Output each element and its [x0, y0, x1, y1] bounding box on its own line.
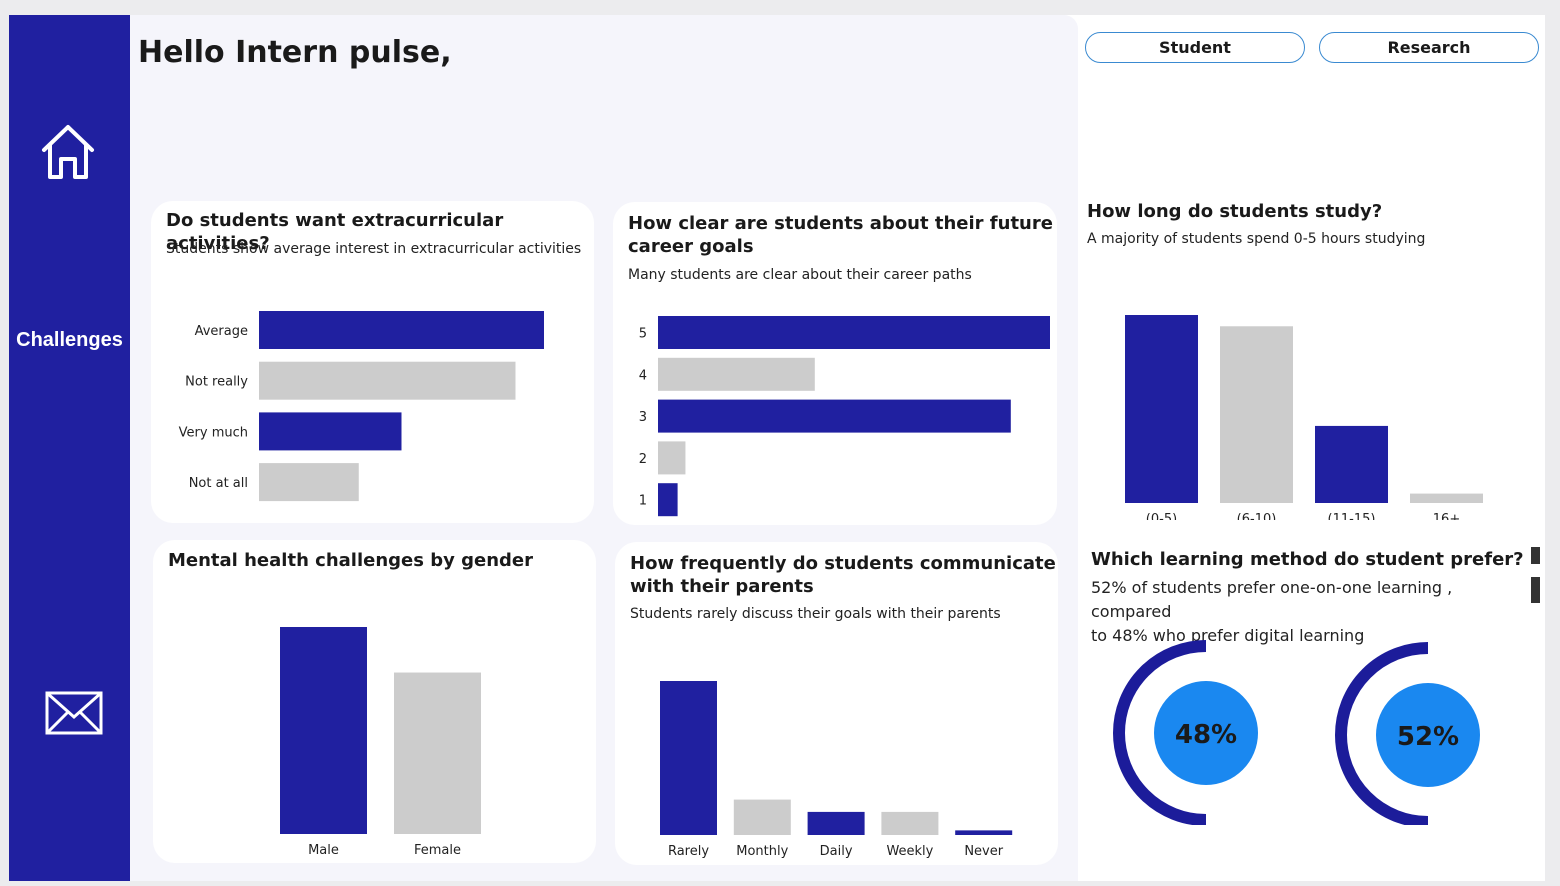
sidebar: Challenges: [9, 15, 130, 881]
bar: [658, 357, 815, 391]
tick-label: 4: [639, 368, 647, 383]
learning-subtitle-line2: to 48% who prefer digital learning: [1091, 626, 1365, 645]
card-subtitle: Students show average interest in extrac…: [166, 241, 582, 257]
card-title: How clear are students about their futur…: [628, 212, 1053, 258]
card-title-line1: How clear are students about their futur…: [628, 213, 1053, 234]
scroll-marker-top[interactable]: [1531, 547, 1540, 564]
bar: [259, 463, 359, 502]
learning-subtitle-line1: 52% of students prefer one-on-one learni…: [1091, 578, 1453, 621]
tick-label: Weekly: [886, 844, 933, 859]
tick-label: (0-5): [1146, 512, 1177, 520]
card-parent-communication: How frequently do students communicate w…: [615, 542, 1058, 865]
tick-label: Daily: [820, 844, 853, 859]
learning-title: Which learning method do student prefer?: [1091, 549, 1524, 570]
study-subtitle: A majority of students spend 0-5 hours s…: [1087, 231, 1426, 247]
bar: [955, 830, 1013, 835]
chart-parent-communication: Rarely Monthly Daily Weekly Never: [660, 681, 1013, 859]
gauge-arc: [1113, 640, 1207, 825]
tick-label: Monthly: [736, 844, 788, 859]
scroll-marker-bottom[interactable]: [1531, 577, 1540, 603]
tick-label: Not at all: [189, 476, 248, 491]
card-title-line2: with their parents: [630, 576, 814, 597]
bar: [394, 672, 481, 834]
bar: [1220, 326, 1293, 503]
bar: [1315, 425, 1388, 503]
chart-career: 5 4 3 2 1: [639, 316, 1050, 517]
tick-label: Never: [964, 844, 1003, 859]
bar: [733, 799, 791, 835]
study-title: How long do students study?: [1087, 201, 1383, 222]
dashboard-frame: Challenges Hello Intern pulse, Student R…: [9, 15, 1545, 881]
gauge-value: 48%: [1175, 720, 1237, 750]
chart-mental-health: Male Female: [280, 627, 481, 858]
chart-learning-method: 48% 52%: [1113, 640, 1480, 825]
tick-label: Female: [414, 843, 461, 858]
bar: [259, 361, 516, 400]
nav-item-challenges[interactable]: Challenges: [16, 329, 123, 351]
bar: [658, 316, 1050, 349]
gauge-center: [1376, 683, 1480, 787]
tick-label: 16+: [1433, 512, 1460, 520]
bar: [660, 681, 717, 835]
card-extracurricular: Do students want extracurricular activit…: [151, 201, 594, 523]
bar: [1125, 315, 1198, 503]
tick-label: 2: [639, 452, 647, 467]
tick-label: 5: [639, 327, 647, 342]
tick-label: Average: [195, 324, 248, 339]
gauge-arc: [1335, 642, 1429, 825]
chart-study-hours: (0-5) (6-10) (11-15) 16+: [1125, 315, 1483, 520]
tick-label: 1: [639, 494, 647, 509]
card-subtitle: Many students are clear about their care…: [628, 267, 972, 283]
learning-subtitle: 52% of students prefer one-on-one learni…: [1091, 576, 1531, 648]
card-title: Do students want extracurricular activit…: [166, 210, 504, 254]
card-title-line2: career goals: [628, 236, 754, 257]
bar: [658, 399, 1011, 433]
card-title: How frequently do students communicate w…: [630, 552, 1056, 598]
mail-icon[interactable]: [45, 691, 103, 735]
bar: [259, 412, 402, 451]
card-title: Mental health challenges by gender: [168, 550, 533, 571]
card-title-line1: How frequently do students communicate: [630, 553, 1056, 574]
chart-extracurricular: Average Not really Very much Not at all: [179, 311, 544, 502]
tab-student[interactable]: Student: [1085, 32, 1305, 63]
card-subtitle: Students rarely discuss their goals with…: [630, 606, 1001, 622]
bar: [1410, 493, 1483, 503]
bar: [259, 311, 544, 349]
page-title: Hello Intern pulse,: [138, 35, 452, 70]
tick-label: Very much: [179, 425, 248, 440]
card-career-goals: How clear are students about their futur…: [613, 202, 1057, 525]
home-icon[interactable]: [39, 123, 97, 181]
tick-label: Rarely: [668, 844, 709, 859]
tick-label: 3: [639, 410, 647, 425]
tab-research[interactable]: Research: [1319, 32, 1539, 63]
bar: [658, 441, 686, 475]
card-mental-health: Mental health challenges by gender Male F…: [153, 540, 596, 863]
gauge-value: 52%: [1397, 722, 1459, 752]
tick-label: Not really: [185, 375, 248, 390]
bar: [807, 811, 865, 835]
bar: [658, 483, 678, 517]
tick-label: Male: [308, 843, 339, 858]
gauge-center: [1154, 681, 1258, 785]
tick-label: (11-15): [1328, 512, 1376, 520]
bar: [280, 627, 367, 834]
tick-label: (6-10): [1237, 512, 1277, 520]
bar: [881, 811, 939, 835]
